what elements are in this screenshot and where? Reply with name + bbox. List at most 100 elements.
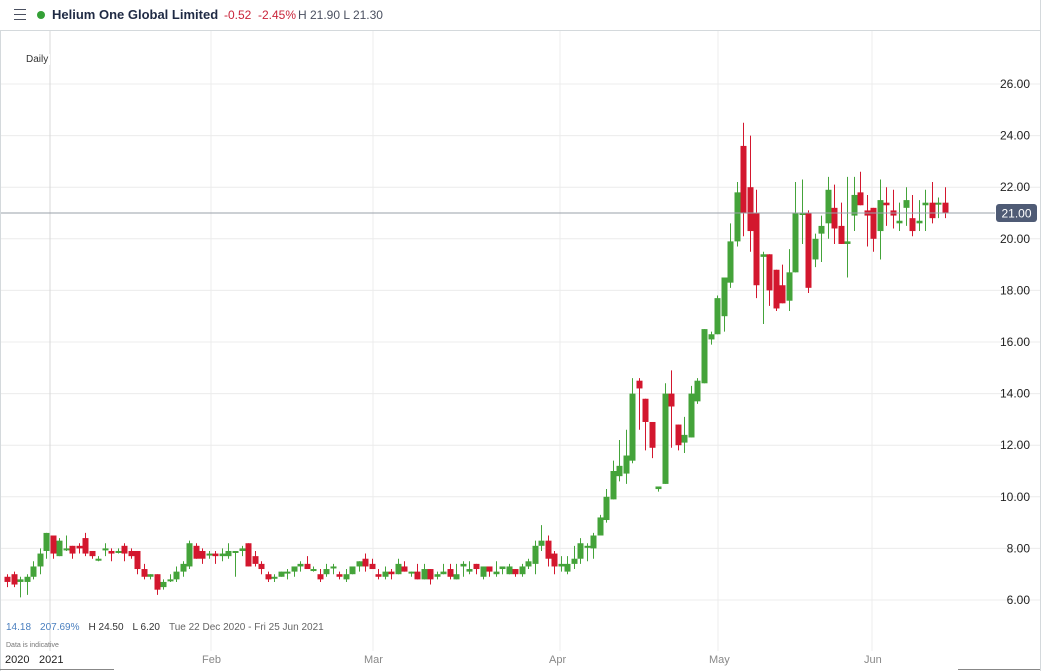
hamburger-menu-icon[interactable] [14, 9, 26, 20]
candle-up [356, 561, 363, 567]
candle-up [37, 553, 44, 567]
candle-up [903, 200, 910, 208]
candle-up [239, 548, 246, 551]
candle-up [180, 563, 187, 572]
candle-up [382, 571, 389, 577]
price-scale-edge [958, 669, 1040, 670]
y-tick-label: 26.00 [1000, 77, 1030, 91]
instrument-name[interactable]: Helium One Global Limited [52, 7, 219, 22]
candle-up [825, 189, 832, 224]
data-indicative-note: Data is indicative [6, 642, 59, 649]
candle-down [128, 550, 135, 557]
candle-up [851, 194, 858, 216]
candle-down [545, 540, 552, 559]
candle-down [212, 553, 219, 557]
last-price-value: 21.00 [1001, 207, 1031, 221]
candle-up [206, 553, 213, 556]
y-tick-label: 20.00 [1000, 232, 1030, 246]
date-range: Tue 22 Dec 2020 - Fri 25 Jun 2021 [168, 622, 324, 633]
candle-up [610, 471, 617, 500]
candle-up [922, 202, 929, 206]
period-label[interactable]: Daily [24, 54, 51, 65]
y-tick-label: 6.00 [1007, 593, 1031, 607]
candle-up [225, 550, 232, 557]
candle-up [167, 579, 174, 582]
candle-down [252, 556, 259, 564]
candle-up [721, 277, 728, 317]
candle-down [134, 550, 141, 570]
candle-up [655, 486, 662, 490]
range-low: L 6.20 [132, 622, 160, 633]
price-change: -0.52 [224, 8, 252, 22]
candle-up [30, 566, 37, 577]
candle-down [193, 545, 200, 559]
time-scrollbar[interactable] [0, 669, 114, 670]
candle-up [219, 553, 226, 557]
candle-up [506, 566, 513, 575]
candle-down [747, 187, 754, 232]
x-label-mar: Mar [364, 654, 383, 666]
candle-up [734, 192, 741, 242]
last-price-badge [996, 204, 1037, 222]
candle-up [173, 571, 180, 580]
candle-up [564, 563, 571, 572]
x-label-feb: Feb [202, 654, 221, 666]
candle-up [115, 550, 122, 553]
candle-down [141, 569, 148, 577]
candle-down [668, 393, 675, 407]
candle-up [623, 455, 630, 474]
candle-up [760, 254, 767, 257]
candle-up [271, 576, 278, 579]
candle-up [525, 561, 532, 567]
candle-up [460, 563, 467, 567]
y-tick-label: 12.00 [1000, 438, 1030, 452]
candle-up [493, 571, 500, 575]
candle-up [519, 566, 526, 575]
candle-up [147, 574, 154, 577]
y-tick-label: 16.00 [1000, 335, 1030, 349]
candle-up [284, 571, 291, 574]
candle-up [421, 569, 428, 580]
candle-up [558, 563, 565, 567]
candle-down [336, 574, 343, 577]
x-label-year-2020: 2020 [5, 654, 30, 666]
candlestick-chart[interactable]: 6.00 8.00 10.00 12.00 14.00 16.00 18.00 20.00 22… [0, 31, 1041, 651]
candle-up [24, 576, 31, 582]
candle-down [870, 207, 877, 239]
candle-down [108, 550, 115, 554]
candle-down [76, 545, 83, 549]
candle-up [186, 543, 193, 567]
candle-up [584, 545, 591, 548]
x-label-jun: Jun [864, 654, 882, 666]
candle-up [590, 535, 597, 549]
header-low: L 21.30 [343, 8, 383, 22]
candle-down [473, 563, 480, 570]
range-stats: 14.18 207.69% H 24.50 L 6.20 Tue 22 Dec … [6, 622, 324, 633]
candle-down [11, 574, 18, 585]
left-border [0, 30, 1, 671]
candle-up [786, 272, 793, 301]
candle-up [408, 571, 415, 574]
market-status-icon [37, 11, 45, 19]
candle-up [571, 558, 578, 564]
y-tick-label: 24.00 [1000, 129, 1030, 143]
candle-up [434, 574, 441, 577]
candle-up [102, 548, 109, 551]
candle-down [388, 571, 395, 575]
candle-down [773, 269, 780, 309]
candle-up [291, 566, 298, 572]
candle-up [708, 334, 715, 340]
candle-down [317, 574, 324, 580]
candle-up [662, 393, 669, 484]
candle-down [551, 553, 558, 567]
candle-up [538, 540, 545, 546]
candle-down [883, 202, 890, 206]
candle-down [909, 218, 916, 232]
candle-up [616, 465, 623, 477]
candle-down [675, 424, 682, 446]
candle-down [740, 145, 747, 213]
candle-down [805, 213, 812, 288]
x-label-apr: Apr [549, 654, 567, 666]
range-change: 14.18 [6, 622, 32, 633]
candle-up [629, 393, 636, 461]
